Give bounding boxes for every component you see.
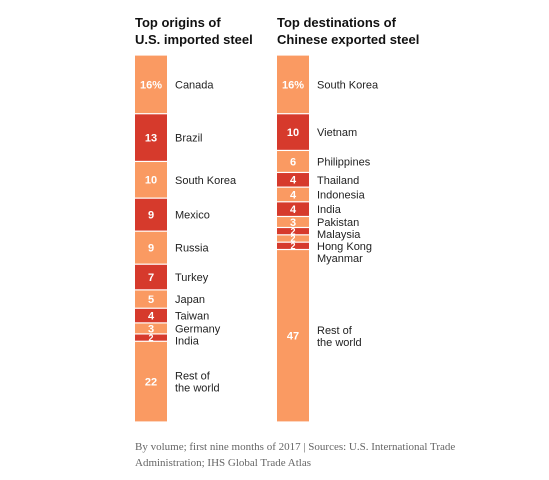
value-label-destination-pakistan: 3 — [290, 217, 296, 229]
value-label-destination-philippines: 6 — [290, 156, 296, 168]
bar-segment-origin-taiwan — [135, 308, 167, 323]
value-label-destination-thailand: 4 — [290, 175, 297, 187]
value-label-destination-hong-kong: 2 — [290, 234, 295, 244]
category-label-destination-indonesia: Indonesia — [317, 189, 366, 201]
bar-segment-origin-brazil — [135, 114, 167, 161]
value-label-origin-india: 2 — [148, 333, 153, 343]
value-label-destination-india: 4 — [290, 204, 297, 216]
category-label-origin-germany: Germany — [175, 323, 221, 335]
value-label-destination-south-korea: 16% — [282, 79, 304, 91]
category-label-origin-brazil: Brazil — [175, 133, 203, 145]
left-chart-title: Top origins of U.S. imported steel — [135, 15, 253, 47]
value-label-origin-japan: 5 — [148, 294, 154, 306]
category-label-destination-malaysia: Malaysia — [317, 229, 361, 241]
bar-segment-destination-philippines — [277, 151, 309, 172]
bar-segment-origin-germany — [135, 323, 167, 334]
value-label-origin-russia: 9 — [148, 243, 154, 255]
category-label-origin-turkey: Turkey — [175, 272, 209, 284]
value-label-origin-germany: 3 — [148, 323, 154, 335]
bar-segment-destination-myanmar — [277, 242, 309, 249]
category-label-origin-india: India — [175, 335, 200, 347]
category-label-destination-india: India — [317, 204, 342, 216]
category-label-origin-canada: Canada — [175, 79, 214, 91]
value-label-destination-malaysia: 2 — [290, 226, 295, 236]
bar-segment-origin-turkey — [135, 264, 167, 290]
bar-segment-origin-rest-of-the-world — [135, 341, 167, 422]
bar-segment-origin-south-korea — [135, 162, 167, 198]
value-label-destination-indonesia: 4 — [290, 189, 297, 201]
value-label-destination-vietnam: 10 — [287, 127, 299, 139]
category-label-origin-rest-of-the-world: Rest of the world — [175, 371, 220, 395]
category-label-origin-russia: Russia — [175, 243, 210, 255]
bar-segment-destination-indonesia — [277, 187, 309, 202]
category-label-destination-south-korea: South Korea — [317, 79, 379, 91]
value-label-origin-brazil: 13 — [145, 133, 157, 145]
category-label-origin-south-korea: South Korea — [175, 175, 237, 187]
value-label-origin-rest-of-the-world: 22 — [145, 377, 157, 389]
bar-segment-origin-canada — [135, 55, 167, 114]
category-label-origin-japan: Japan — [175, 294, 205, 306]
category-label-destination-hong-kong: Hong Kong — [317, 241, 372, 253]
category-label-destination-myanmar: Myanmar — [317, 253, 363, 265]
bar-segment-destination-rest-of-the-world — [277, 250, 309, 422]
category-label-destination-philippines: Philippines — [317, 156, 371, 168]
bar-segment-destination-south-korea — [277, 55, 309, 114]
category-label-origin-mexico: Mexico — [175, 210, 210, 222]
bar-segment-origin-japan — [135, 290, 167, 308]
category-label-destination-rest-of-the-world: Rest of the world — [317, 325, 362, 349]
category-label-origin-taiwan: Taiwan — [175, 311, 209, 323]
value-label-origin-turkey: 7 — [148, 272, 154, 284]
bar-segment-destination-vietnam — [277, 114, 309, 150]
category-label-destination-pakistan: Pakistan — [317, 217, 359, 229]
bar-segment-origin-mexico — [135, 198, 167, 231]
value-label-origin-taiwan: 4 — [148, 311, 155, 323]
value-label-destination-rest-of-the-world: 47 — [287, 331, 299, 343]
bar-segment-destination-hong-kong — [277, 235, 309, 242]
stacked-bars-chart: 16% Canada 13 Brazil 10 South Korea 9 Mexico 9 Ru… — [135, 55, 379, 422]
category-label-destination-vietnam: Vietnam — [317, 127, 357, 139]
bar-segment-destination-pakistan — [277, 217, 309, 227]
value-label-origin-canada: 16% — [140, 79, 162, 91]
bar-segment-destination-india — [277, 202, 309, 216]
category-label-destination-thailand: Thailand — [317, 175, 359, 187]
bar-segment-destination-malaysia — [277, 228, 309, 235]
value-label-origin-mexico: 9 — [148, 210, 154, 222]
bar-segment-destination-thailand — [277, 173, 309, 187]
bar-segment-origin-russia — [135, 231, 167, 264]
bar-segment-origin-india — [135, 334, 167, 341]
source-note: By volume; first nine months of 2017 | S… — [135, 441, 456, 469]
right-chart-title: Top destinations of Chinese exported ste… — [277, 15, 420, 47]
value-label-destination-myanmar: 2 — [290, 241, 295, 251]
value-label-origin-south-korea: 10 — [145, 175, 157, 187]
